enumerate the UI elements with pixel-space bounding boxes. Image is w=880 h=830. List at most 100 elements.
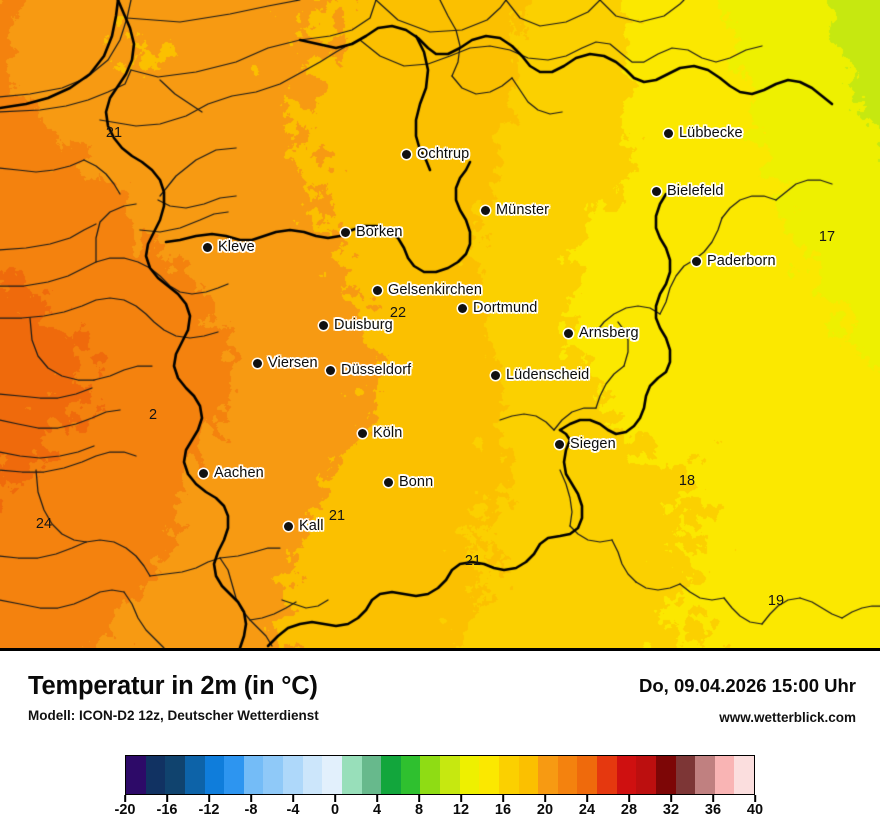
colorbar-tick xyxy=(250,795,252,802)
colorbar-segment xyxy=(400,756,421,794)
city-marker[interactable]: Aachen xyxy=(199,465,264,481)
colorbar-segment xyxy=(557,756,578,794)
city-label: Kleve xyxy=(218,239,255,255)
page-title: Temperatur in 2m (in °C) xyxy=(28,672,318,700)
colorbar-segment xyxy=(714,756,735,794)
city-marker[interactable]: Siegen xyxy=(555,436,616,452)
colorbar-gradient xyxy=(125,755,755,795)
city-label: Lübbecke xyxy=(679,125,743,141)
city-dot-icon xyxy=(341,227,350,237)
colorbar-tick-label: -16 xyxy=(156,802,178,818)
colorbar-segment xyxy=(381,756,401,794)
city-marker[interactable]: Bonn xyxy=(384,474,433,490)
colorbar-segment xyxy=(224,756,244,794)
city-dot-icon xyxy=(664,128,673,138)
colorbar-tick xyxy=(166,795,168,802)
city-marker[interactable]: Borken xyxy=(341,224,403,240)
city-marker[interactable]: Duisburg xyxy=(319,317,393,333)
city-dot-icon xyxy=(203,242,212,252)
city-marker[interactable]: Bielefeld xyxy=(652,183,724,199)
colorbar-tick xyxy=(208,795,210,802)
colorbar-segment xyxy=(675,756,696,794)
city-dot-icon xyxy=(358,428,367,438)
colorbar-tick xyxy=(670,795,672,802)
city-marker[interactable]: Kall xyxy=(284,518,324,534)
colorbar-segment xyxy=(302,756,323,794)
colorbar[interactable]: -20 -16 -12 -8 -4 0 4 8 12 16 20 24 28 32 36 40 xyxy=(115,755,763,818)
colorbar-segment xyxy=(734,756,754,794)
city-label: Lüdenscheid xyxy=(506,367,590,383)
footer-panel: Temperatur in 2m (in °C) Modell: ICON-D2… xyxy=(0,651,880,830)
city-marker[interactable]: Paderborn xyxy=(692,253,776,269)
colorbar-tick-labels: -20 -16 -12 -8 -4 0 4 8 12 16 20 24 28 32 36 40 xyxy=(115,802,764,824)
city-marker[interactable]: Düsseldorf xyxy=(326,362,411,378)
colorbar-segment xyxy=(655,756,676,794)
colorbar-segment xyxy=(538,756,558,794)
city-marker[interactable]: Viersen xyxy=(253,355,318,371)
colorbar-segment xyxy=(341,756,362,794)
city-dot-icon xyxy=(692,256,701,266)
city-marker[interactable]: Kleve xyxy=(203,239,255,255)
colorbar-ticks xyxy=(124,795,756,803)
website-label: www.wetterblick.com xyxy=(719,710,856,725)
city-dot-icon xyxy=(652,186,661,196)
colorbar-segment xyxy=(165,756,185,794)
colorbar-tick-label: 28 xyxy=(620,802,638,818)
city-dot-icon xyxy=(319,320,328,330)
city-marker[interactable]: Lüdenscheid xyxy=(491,367,589,383)
colorbar-segment xyxy=(243,756,264,794)
colorbar-segment xyxy=(479,756,499,794)
colorbar-segment xyxy=(440,756,460,794)
colorbar-tick-label: 12 xyxy=(452,802,470,818)
colorbar-tick xyxy=(754,795,756,802)
colorbar-tick xyxy=(376,795,378,802)
city-label: Köln xyxy=(373,425,403,441)
colorbar-tick-label: 16 xyxy=(494,802,512,818)
colorbar-segment xyxy=(361,756,382,794)
colorbar-tick-label: 36 xyxy=(704,802,722,818)
colorbar-tick-label: 4 xyxy=(372,802,382,818)
city-marker[interactable]: Ochtrup xyxy=(402,146,469,162)
city-dot-icon xyxy=(199,468,208,478)
colorbar-tick-label: 40 xyxy=(746,802,764,818)
colorbar-segment xyxy=(597,756,617,794)
city-marker[interactable]: Dortmund xyxy=(458,300,537,316)
city-label: Bielefeld xyxy=(667,183,724,199)
colorbar-segment xyxy=(518,756,539,794)
city-dot-icon xyxy=(253,358,262,368)
colorbar-segment xyxy=(459,756,480,794)
colorbar-tick-label: 0 xyxy=(330,802,340,818)
city-dot-icon xyxy=(373,285,382,295)
city-label: Arnsberg xyxy=(579,325,639,341)
colorbar-tick-label: 8 xyxy=(414,802,424,818)
colorbar-segment xyxy=(420,756,440,794)
city-label: Gelsenkirchen xyxy=(388,282,482,298)
city-dot-icon xyxy=(458,303,467,313)
city-label: Paderborn xyxy=(707,253,776,269)
colorbar-tick xyxy=(628,795,630,802)
colorbar-tick xyxy=(124,795,126,802)
city-label: Borken xyxy=(356,224,403,240)
colorbar-segment xyxy=(145,756,166,794)
colorbar-tick xyxy=(712,795,714,802)
city-dot-icon xyxy=(384,477,393,487)
colorbar-tick xyxy=(586,795,588,802)
colorbar-segment xyxy=(695,756,715,794)
temperature-map[interactable]: Lübbecke Bielefeld Ochtrup Münster Paderborn… xyxy=(0,0,880,651)
city-dot-icon xyxy=(564,328,573,338)
city-marker[interactable]: Münster xyxy=(481,202,549,218)
model-subtitle: Modell: ICON-D2 12z, Deutscher Wetterdie… xyxy=(28,708,319,723)
colorbar-segment xyxy=(616,756,637,794)
colorbar-tick-label: -4 xyxy=(286,802,300,818)
colorbar-segment xyxy=(263,756,283,794)
city-label: Viersen xyxy=(268,355,318,371)
city-label: Düsseldorf xyxy=(341,362,412,378)
colorbar-tick xyxy=(502,795,504,802)
city-marker[interactable]: Lübbecke xyxy=(664,125,743,141)
city-label: Bonn xyxy=(399,474,434,490)
city-marker[interactable]: Köln xyxy=(358,425,402,441)
colorbar-tick xyxy=(460,795,462,802)
city-marker[interactable]: Arnsberg xyxy=(564,325,639,341)
temperature-field-canvas xyxy=(0,0,880,651)
city-marker[interactable]: Gelsenkirchen xyxy=(373,282,482,298)
